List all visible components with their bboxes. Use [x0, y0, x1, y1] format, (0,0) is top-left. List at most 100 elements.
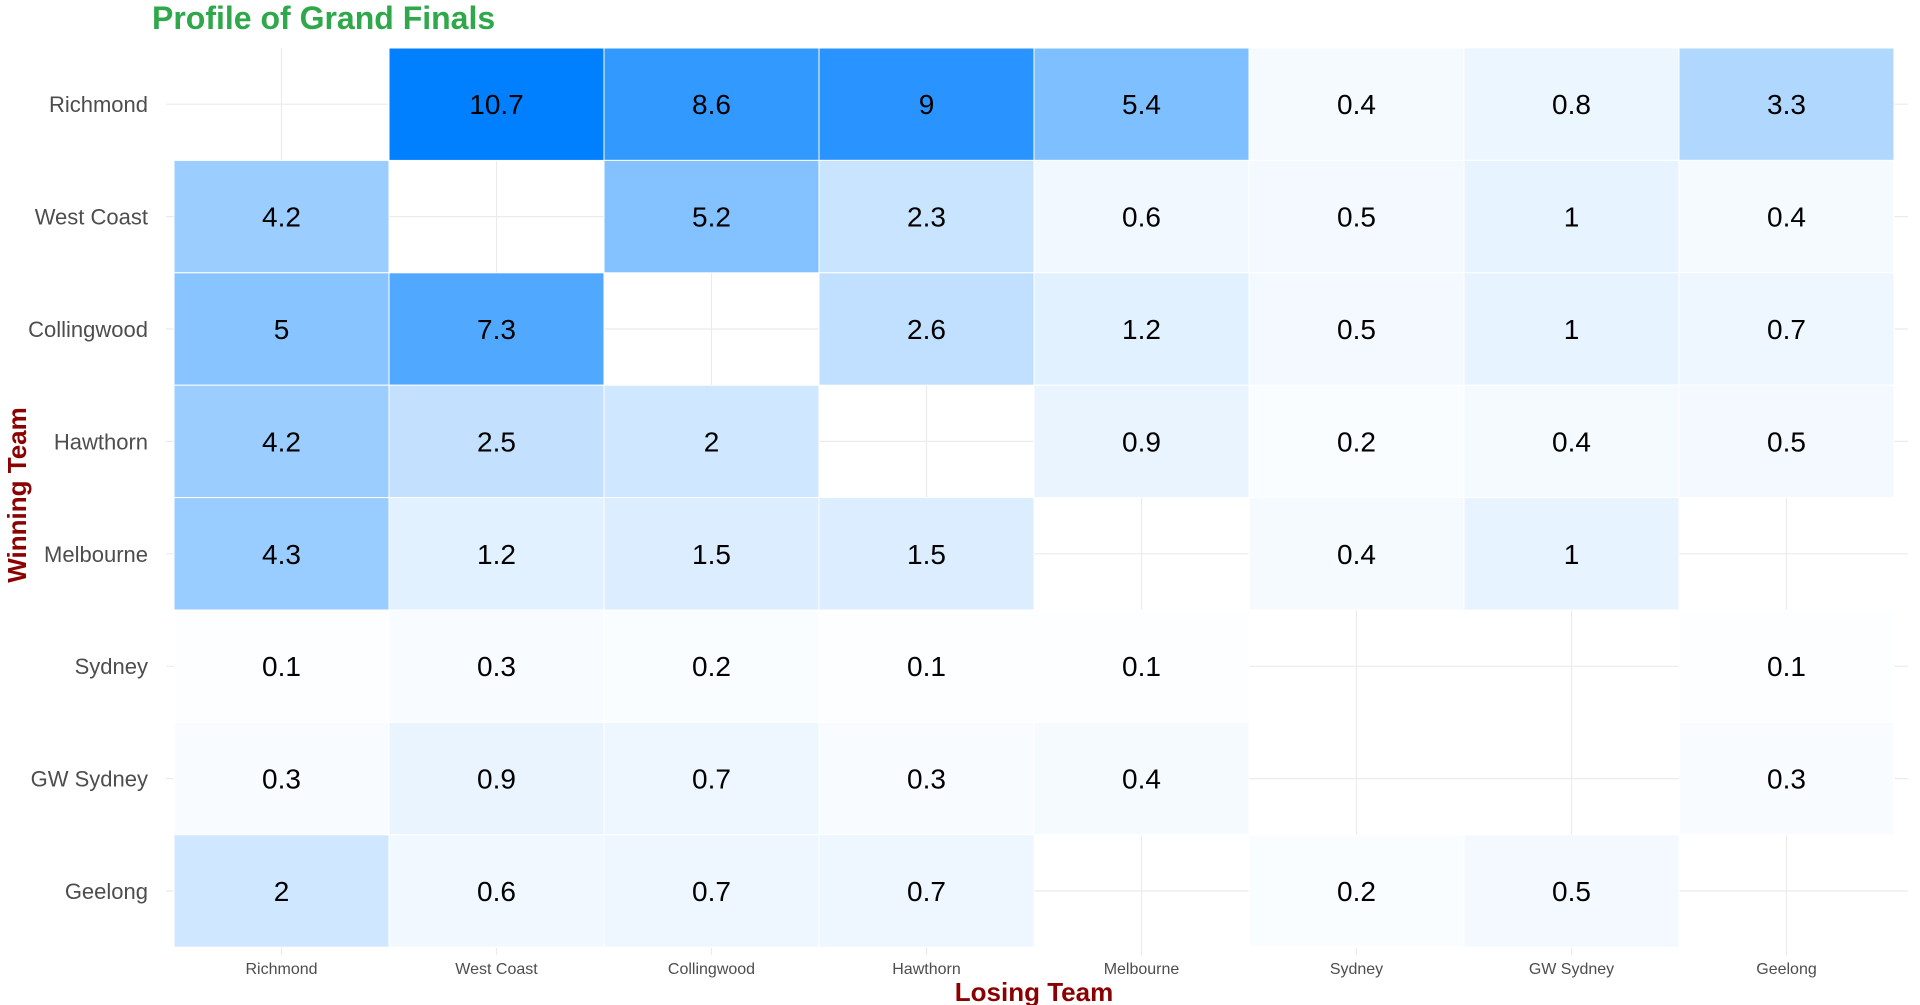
cell-value-label: 5 — [274, 314, 290, 345]
heatmap-cell — [1678, 159, 1895, 274]
heatmap-cell — [1463, 497, 1680, 611]
cell-value-label: 1.2 — [1122, 314, 1161, 345]
cell-value-label: 2 — [274, 876, 290, 907]
y-tick-label: GW Sydney — [31, 767, 148, 792]
x-tick-label: Sydney — [1330, 961, 1383, 978]
y-tick-label: Melbourne — [44, 542, 148, 567]
cell-value-label: 1.5 — [692, 539, 731, 570]
cell-value-label: 0.7 — [692, 764, 731, 795]
heatmap-cell — [1463, 47, 1680, 161]
y-tick-label: Sydney — [75, 654, 148, 679]
cell-value-label: 0.5 — [1767, 426, 1806, 457]
heatmap-cell — [1248, 497, 1465, 611]
cell-value-label: 0.1 — [1767, 651, 1806, 682]
heatmap-cell — [1033, 47, 1250, 161]
heatmap-cell — [818, 609, 1035, 723]
heatmap-cell — [388, 384, 605, 499]
cell-value-label: 10.7 — [469, 89, 524, 120]
heatmap-cell — [1248, 384, 1465, 499]
cell-value-label: 3.3 — [1767, 89, 1806, 120]
cell-value-label: 0.4 — [1767, 202, 1806, 233]
heatmap-cell — [388, 834, 605, 948]
heatmap-cell — [173, 272, 390, 386]
cell-value-label: 4.2 — [262, 426, 301, 457]
heatmap-cell — [818, 834, 1035, 948]
cell-value-label: 0.5 — [1337, 314, 1376, 345]
cell-value-label: 8.6 — [692, 89, 731, 120]
heatmap-cell — [388, 609, 605, 723]
x-tick-label: Collingwood — [668, 961, 755, 978]
x-tick-label: West Coast — [455, 961, 538, 978]
heatmap-cell — [603, 384, 820, 499]
cell-value-label: 0.6 — [1122, 202, 1161, 233]
cell-value-label: 9 — [919, 89, 935, 120]
x-tick-label: Richmond — [245, 961, 317, 978]
y-tick-label: Collingwood — [28, 317, 148, 342]
heatmap-cell — [1463, 272, 1680, 386]
y-tick-label: Geelong — [65, 879, 148, 904]
cell-value-label: 1 — [1564, 539, 1580, 570]
heatmap-cell — [603, 497, 820, 611]
cell-value-label: 0.4 — [1337, 539, 1376, 570]
cell-value-label: 5.4 — [1122, 89, 1161, 120]
cell-value-label: 4.2 — [262, 202, 301, 233]
cell-value-label: 0.2 — [1337, 426, 1376, 457]
y-tick-label: Richmond — [49, 92, 148, 117]
heatmap-cell — [1033, 159, 1250, 274]
heatmap-cell — [1678, 272, 1895, 386]
heatmap-cell — [818, 159, 1035, 274]
heatmap-cell — [1033, 609, 1250, 723]
cell-value-label: 0.5 — [1552, 876, 1591, 907]
heatmap-cell — [818, 272, 1035, 386]
cell-value-label: 2.5 — [477, 426, 516, 457]
heatmap-cell — [1463, 834, 1680, 948]
heatmap-cells — [173, 47, 1895, 948]
heatmap-cell — [1678, 609, 1895, 723]
cell-value-label: 0.8 — [1552, 89, 1591, 120]
heatmap-cell — [1033, 721, 1250, 836]
cell-value-label: 0.7 — [907, 876, 946, 907]
cell-value-label: 1.2 — [477, 539, 516, 570]
cell-value-label: 0.6 — [477, 876, 516, 907]
x-axis-ticks: Richmond West Coast Collingwood Hawthorn Mel… — [245, 961, 1816, 978]
cell-value-label: 0.5 — [1337, 202, 1376, 233]
cell-value-label: 0.9 — [477, 764, 516, 795]
cell-value-label: 0.3 — [477, 651, 516, 682]
cell-value-label: 0.7 — [692, 876, 731, 907]
y-tick-label: Hawthorn — [54, 429, 148, 454]
cell-value-label: 0.7 — [1767, 314, 1806, 345]
cell-value-label: 5.2 — [692, 202, 731, 233]
y-tick-label: West Coast — [35, 205, 148, 230]
heatmap-cell — [173, 721, 390, 836]
cell-value-label: 0.9 — [1122, 426, 1161, 457]
heatmap-cell — [1248, 272, 1465, 386]
cell-labels: 10.7 8.6 9 5.4 0.4 0.8 3.3 4.2 5.2 2.3 0.6 0.5 1 0.4 5… — [262, 89, 1806, 907]
heatmap-cell — [818, 721, 1035, 836]
heatmap-cell — [1248, 159, 1465, 274]
cell-value-label: 0.1 — [1122, 651, 1161, 682]
heatmap-cell — [1248, 47, 1465, 161]
heatmap-cell — [1033, 272, 1250, 386]
cell-value-label: 0.3 — [1767, 764, 1806, 795]
cell-value-label: 0.3 — [907, 764, 946, 795]
cell-value-label: 7.3 — [477, 314, 516, 345]
heatmap-cell — [603, 721, 820, 836]
cell-value-label: 2.6 — [907, 314, 946, 345]
cell-value-label: 0.2 — [692, 651, 731, 682]
heatmap-cell — [388, 272, 605, 386]
y-axis-ticks: Richmond West Coast Collingwood Hawthorn Mel… — [28, 92, 148, 904]
cell-value-label: 2.3 — [907, 202, 946, 233]
heatmap-cell — [388, 47, 605, 161]
y-axis-title: Winning Team — [2, 407, 32, 583]
cell-value-label: 4.3 — [262, 539, 301, 570]
heatmap-cell — [173, 384, 390, 499]
cell-value-label: 0.4 — [1122, 764, 1161, 795]
heatmap-cell — [173, 609, 390, 723]
heatmap-cell — [388, 721, 605, 836]
heatmap-cell — [1678, 47, 1895, 161]
heatmap-cell — [603, 159, 820, 274]
cell-value-label: 0.1 — [262, 651, 301, 682]
chart-title: Profile of Grand Finals — [152, 0, 495, 36]
cell-value-label: 2 — [704, 426, 720, 457]
